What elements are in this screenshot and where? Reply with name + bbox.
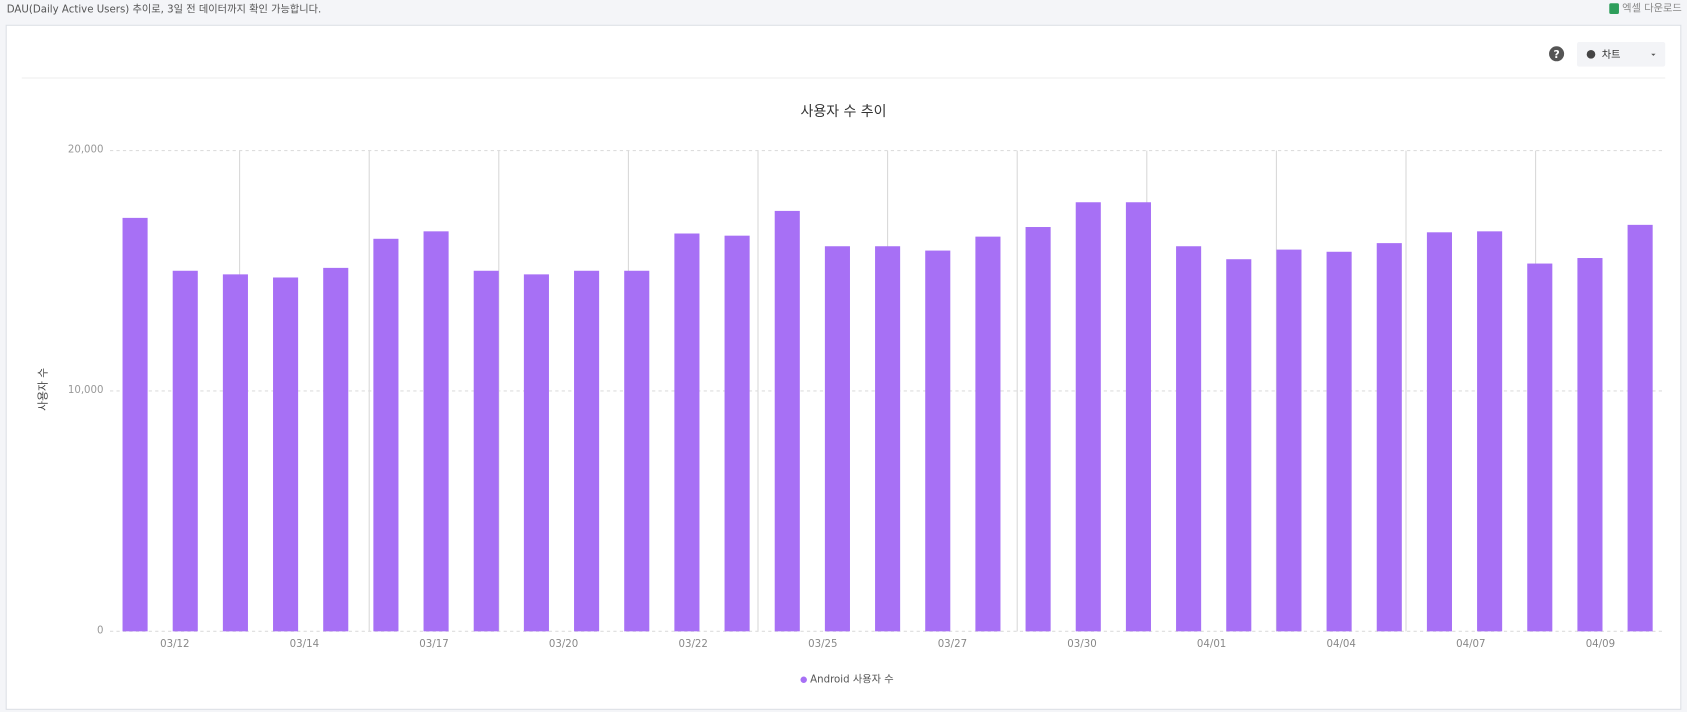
bar xyxy=(875,246,901,632)
help-icon xyxy=(1549,46,1565,62)
x-tick-label: 03/17 xyxy=(419,639,448,650)
bar xyxy=(925,250,951,632)
x-tick-label: 04/09 xyxy=(1586,639,1615,650)
x-tick-label: 04/07 xyxy=(1456,639,1485,650)
bar xyxy=(1176,246,1202,632)
dropdown-box xyxy=(1577,41,1666,67)
plot: 03/12 03/14 03/17 03/20 03/22 03/25 03/27 03/30… xyxy=(68,144,1666,686)
excel-icon xyxy=(1609,3,1619,14)
y-tick-label: 10,000 xyxy=(68,385,104,396)
view-dropdown[interactable]: 차트 xyxy=(1577,41,1666,67)
bar xyxy=(1527,263,1553,632)
bar xyxy=(774,210,800,632)
bar xyxy=(1075,202,1101,632)
bar xyxy=(1477,231,1503,632)
download-label: 엑셀 다운로드 xyxy=(1622,3,1682,15)
bar xyxy=(222,274,248,632)
bar xyxy=(423,231,449,632)
bar xyxy=(1627,224,1653,632)
bar xyxy=(674,233,700,632)
bar xyxy=(373,238,399,632)
bar xyxy=(1276,249,1302,632)
y-tick-label: 0 xyxy=(97,625,104,636)
help-button[interactable]: ? xyxy=(1549,46,1565,62)
y-tick-label: 20,000 xyxy=(68,144,104,155)
x-tick-label: 03/30 xyxy=(1067,639,1096,650)
bar xyxy=(1125,202,1151,632)
x-tick-label: 04/01 xyxy=(1197,639,1226,650)
bar xyxy=(172,270,198,632)
x-tick-label: 03/20 xyxy=(549,639,578,650)
x-tick-label: 03/22 xyxy=(678,639,707,650)
download-button[interactable]: 엑셀 다운로드 xyxy=(1609,3,1682,15)
bar xyxy=(1376,243,1402,632)
bar xyxy=(1226,259,1252,632)
caret xyxy=(1651,53,1656,56)
chart-title: 사용자 수 추이 xyxy=(801,104,887,120)
bar xyxy=(1426,232,1452,632)
bar xyxy=(523,274,549,632)
legend-label: Android 사용자 수 xyxy=(810,674,893,686)
bar xyxy=(574,270,600,632)
bar xyxy=(1025,227,1051,632)
bar xyxy=(724,235,750,632)
legend-swatch xyxy=(800,676,807,683)
y-axis-label: 사용자 수 xyxy=(36,368,49,411)
pie-icon xyxy=(1586,50,1596,59)
x-tick-label: 03/25 xyxy=(808,639,837,650)
bar xyxy=(1577,258,1603,632)
bar xyxy=(323,267,349,632)
help-mark: ? xyxy=(1553,48,1559,61)
bar xyxy=(1326,251,1352,632)
description: DAU(Daily Active Users) 추이로, 3일 전 데이터까지 … xyxy=(7,4,322,16)
bar xyxy=(473,270,499,632)
x-tick-label: 04/04 xyxy=(1326,639,1355,650)
bar xyxy=(122,217,148,632)
bar xyxy=(624,270,650,632)
bar xyxy=(975,236,1001,632)
x-tick-label: 03/14 xyxy=(290,639,319,650)
x-tick-label: 03/27 xyxy=(938,639,967,650)
dropdown-label: 차트 xyxy=(1602,49,1621,61)
x-tick-label: 03/12 xyxy=(160,639,189,650)
bar xyxy=(273,277,299,632)
bar xyxy=(824,246,850,632)
